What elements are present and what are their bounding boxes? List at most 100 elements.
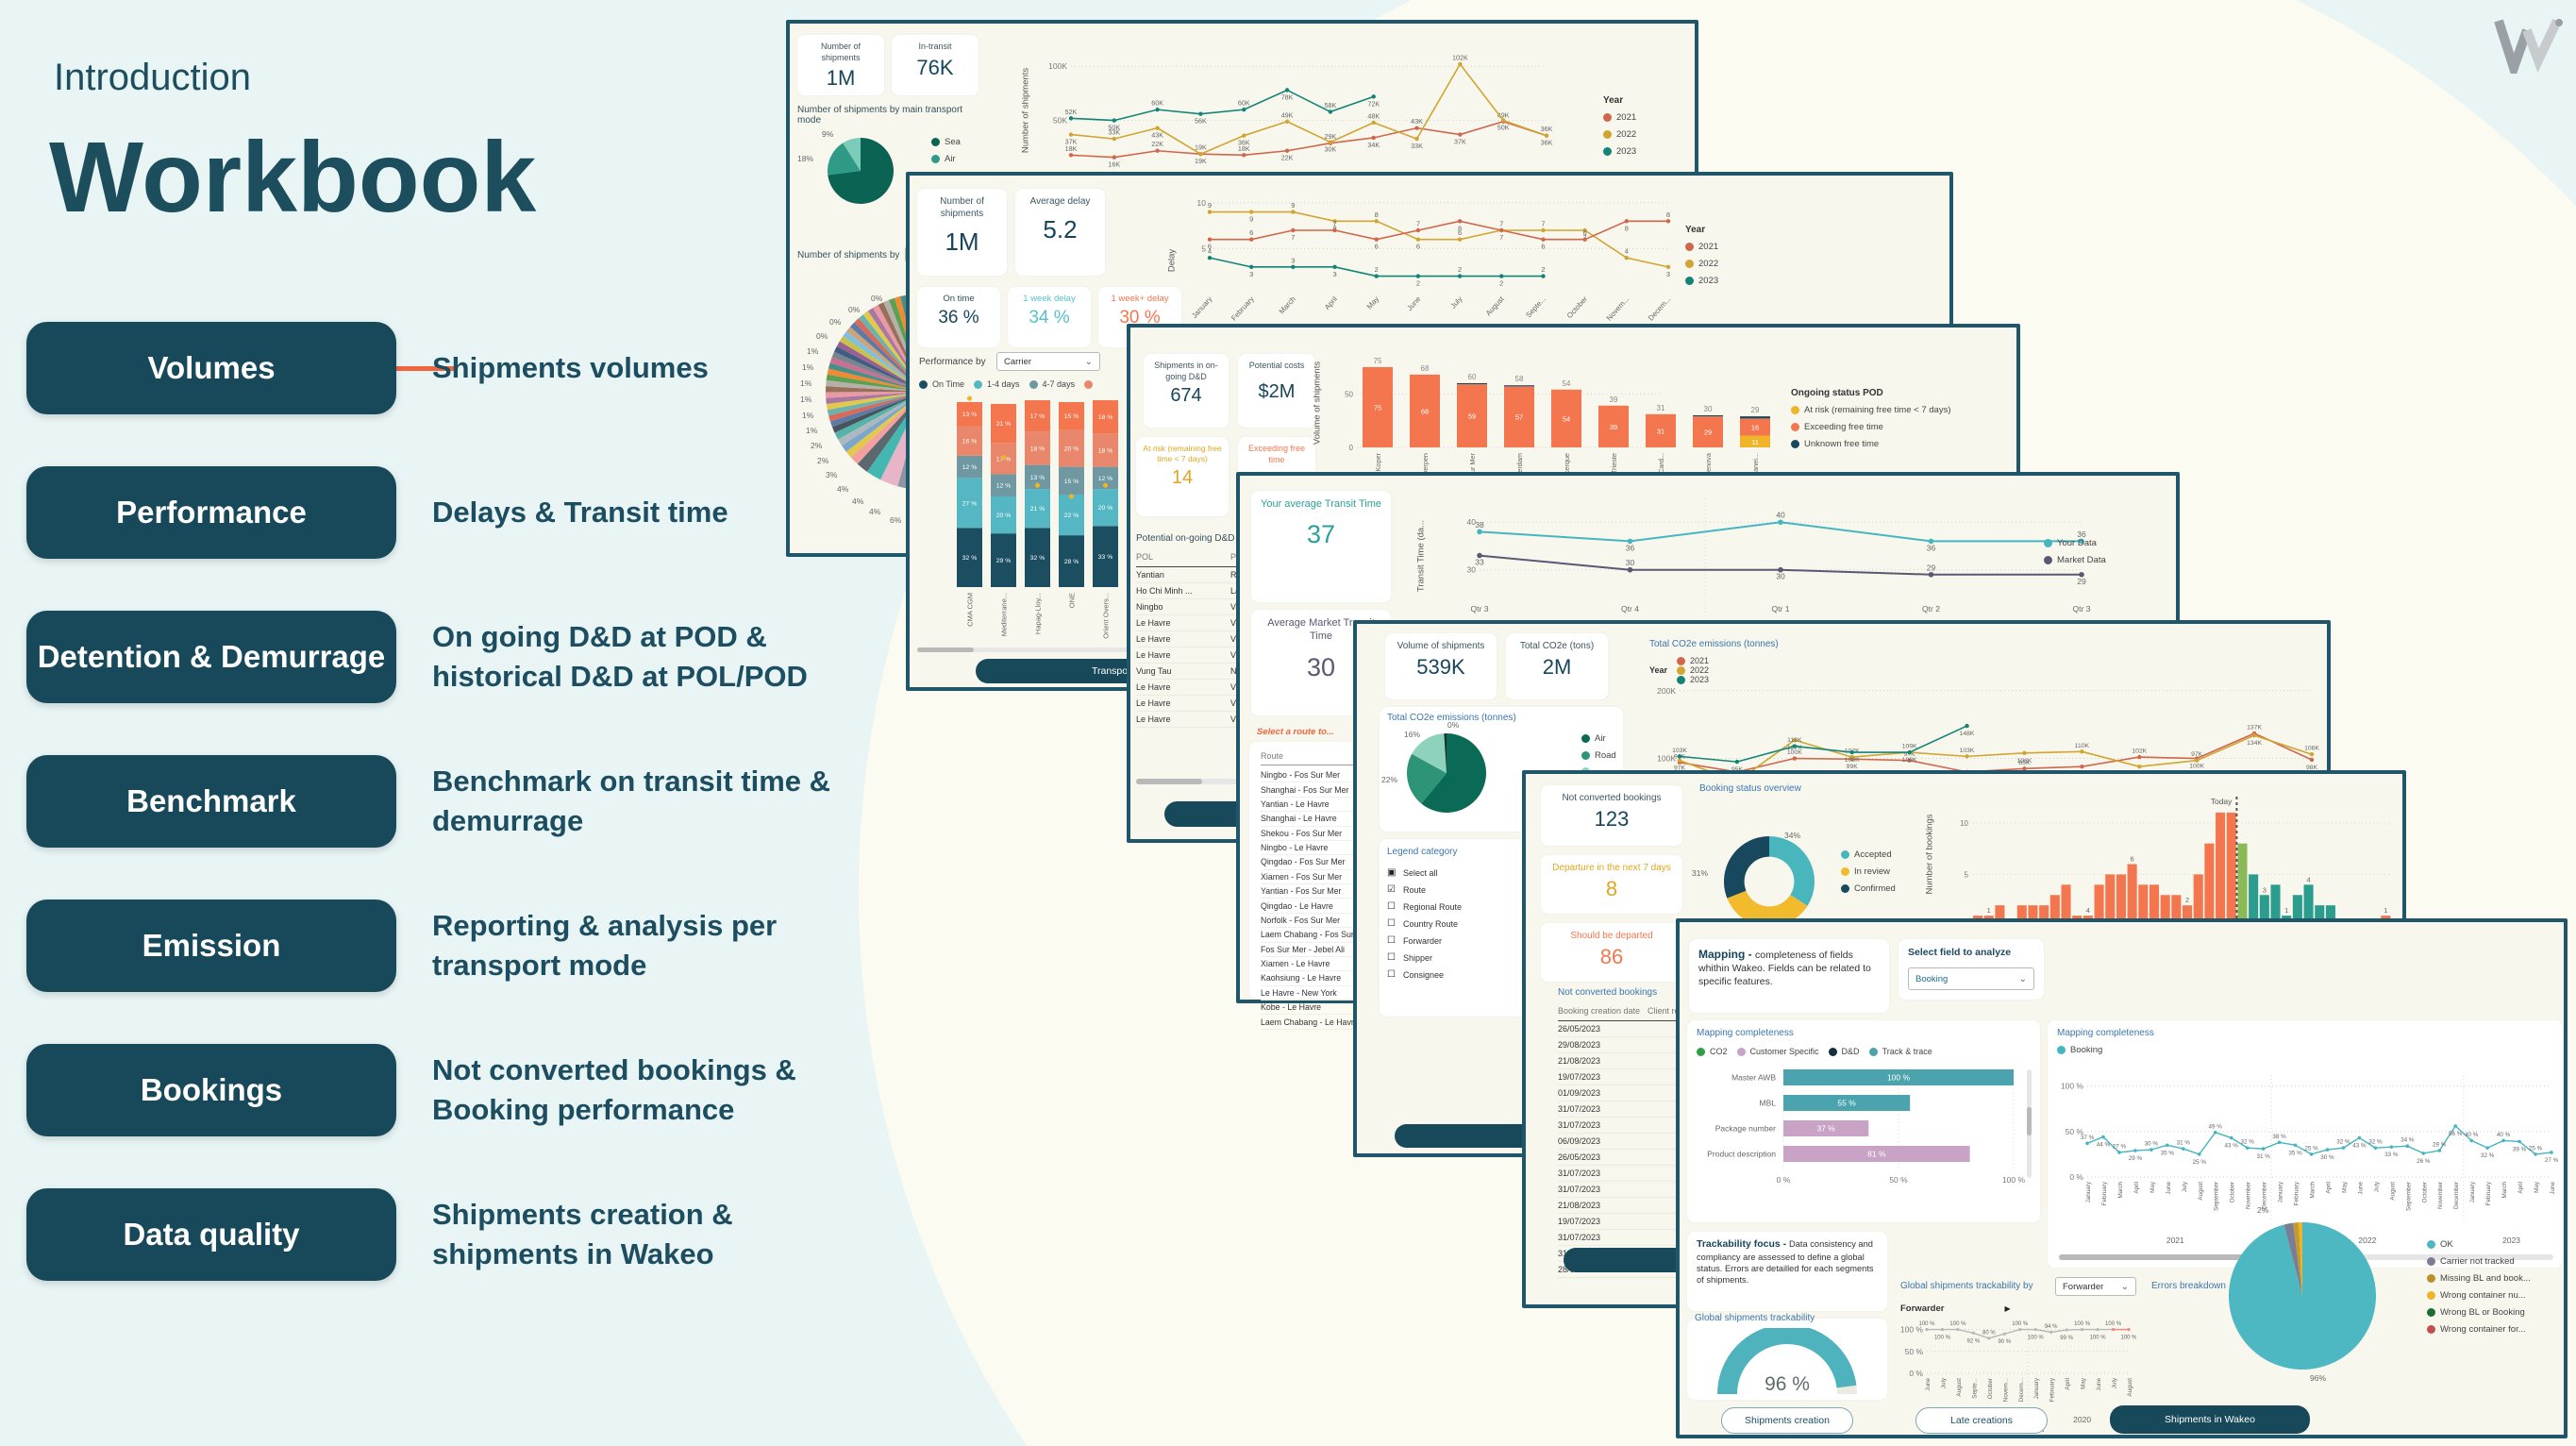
svg-text:3: 3 [2263, 885, 2267, 894]
svg-text:49 %: 49 % [2209, 1123, 2223, 1130]
svg-text:100 %: 100 % [2074, 1321, 2091, 1327]
svg-text:50K: 50K [1053, 116, 1067, 126]
svg-text:Septe...: Septe... [1971, 1378, 1978, 1399]
svg-text:32 %: 32 % [1030, 555, 1045, 562]
svg-text:0: 0 [1349, 444, 1354, 452]
performance-by-dropdown[interactable]: Carrier ⌄ [996, 352, 1100, 371]
shipments-creation-tab[interactable]: Shipments creation [1721, 1407, 1853, 1434]
svg-text:75: 75 [1374, 403, 1381, 412]
svg-text:134K: 134K [2247, 740, 2262, 747]
svg-text:6: 6 [1458, 228, 1462, 237]
v-scrollbar[interactable] [2027, 1069, 2032, 1178]
svg-text:57: 57 [1515, 413, 1523, 422]
category-checkbox-row[interactable]: ▣ Select all [1387, 867, 1438, 878]
legend-dot-icon [931, 138, 940, 146]
booking-status-title: Booking status overview [1699, 783, 1801, 794]
year-legend: Year 2021 2022 2023 [1603, 95, 1637, 157]
svg-text:22K: 22K [1281, 154, 1294, 162]
svg-text:60K: 60K [1151, 99, 1163, 108]
svg-text:May: May [2534, 1181, 2540, 1193]
svg-text:137K: 137K [2247, 724, 2262, 731]
svg-text:15 %: 15 % [1064, 479, 1079, 485]
page-title: Workbook [49, 122, 537, 233]
delay-ylabel: Delay [1166, 248, 1178, 273]
nav-button[interactable]: Emission [26, 900, 396, 992]
svg-text:100 %: 100 % [1900, 1325, 1924, 1335]
svg-text:72K: 72K [1367, 99, 1380, 108]
nav-description: On going D&D at POD & historical D&D at … [432, 620, 808, 693]
h-scrollbar[interactable] [1136, 779, 1325, 784]
legend-dot-icon [1603, 147, 1612, 156]
svg-text:2: 2 [1416, 279, 1420, 288]
svg-text:20 %: 20 % [996, 513, 1012, 519]
svg-text:100 %: 100 % [2120, 1336, 2136, 1341]
legend-dot-icon [2057, 1046, 2066, 1054]
svg-text:97K: 97K [1904, 751, 1916, 758]
nav-button[interactable]: Volumes [26, 322, 396, 414]
svg-text:March: March [2117, 1182, 2124, 1199]
svg-text:36K: 36K [1541, 125, 1553, 133]
svg-text:18K: 18K [1238, 144, 1250, 153]
year-legend: Year 2021 2022 2023 [1649, 656, 1710, 684]
svg-text:Product description: Product description [1707, 1150, 1776, 1159]
legend-dot-icon [1581, 734, 1590, 743]
transport-mode-legend: Sea Air [931, 137, 961, 171]
legend-dot-icon [1677, 675, 1686, 684]
svg-text:Qtr 1: Qtr 1 [1772, 604, 1790, 614]
table-row: 21/08/2023 [1558, 1053, 1780, 1069]
svg-text:33 %: 33 % [2384, 1152, 2399, 1158]
svg-text:32 %: 32 % [2336, 1139, 2350, 1146]
nav-button[interactable]: Bookings [26, 1044, 396, 1136]
category-checkbox-row[interactable]: ☐ Consignee [1387, 969, 1445, 980]
svg-text:27 %: 27 % [962, 500, 978, 507]
svg-text:31: 31 [1657, 404, 1665, 412]
nav-button[interactable]: Detention & Demurrage [26, 611, 396, 703]
svg-text:103K: 103K [1672, 748, 1687, 754]
svg-text:June: June [2357, 1182, 2364, 1195]
trackability-by-dropdown[interactable]: Forwarder ⌄ [2055, 1277, 2136, 1296]
svg-text:February: February [2101, 1181, 2108, 1205]
svg-text:6: 6 [1583, 228, 1587, 237]
shipments-in-wakeo-tab[interactable]: Shipments in Wakeo [2110, 1405, 2310, 1434]
svg-text:50 %: 50 % [1889, 1175, 1908, 1185]
category-checkbox-row[interactable]: ☐ Shipper [1387, 952, 1433, 963]
svg-text:33: 33 [1475, 558, 1484, 567]
svg-text:April: April [2517, 1182, 2524, 1194]
year-legend: Year 2021 2022 2023 [1685, 225, 1719, 286]
nav-button[interactable]: Benchmark [26, 755, 396, 848]
svg-text:36: 36 [1626, 543, 1635, 552]
errors-legend: OK Carrier not tracked Missing BL and book… [2427, 1239, 2531, 1341]
kpi-in-transit: In-transit 76K [892, 35, 979, 95]
nav-button[interactable]: Data quality [26, 1188, 396, 1281]
svg-text:August: August [2389, 1182, 2396, 1201]
svg-text:32 %: 32 % [2481, 1152, 2495, 1159]
table-row: 31/07/2023 [1558, 1230, 1780, 1246]
nav-description: Shipments volumes [432, 351, 709, 385]
late-creations-tab[interactable]: Late creations [1915, 1407, 2048, 1434]
svg-text:18 %: 18 % [1030, 446, 1045, 453]
gauge-value: 96 % [1765, 1373, 1810, 1395]
svg-text:January: January [2278, 1181, 2284, 1202]
pie-mode-title: Number of shipments by main transport mo… [797, 105, 963, 126]
bookings-table-title: Not converted bookings [1558, 987, 1658, 998]
category-checkbox-row[interactable]: ☐ Forwarder [1387, 935, 1443, 946]
h-scrollbar[interactable] [917, 647, 1129, 652]
category-checkbox-row[interactable]: ☐ Country Route [1387, 918, 1459, 929]
svg-text:37 %: 37 % [1816, 1124, 1835, 1134]
svg-text:Dunkerque: Dunkerque [1563, 453, 1571, 487]
svg-text:August: August [2198, 1182, 2204, 1201]
svg-text:9: 9 [1249, 215, 1253, 224]
select-field-dropdown[interactable]: Booking ⌄ [1908, 967, 2034, 990]
legend-dot-icon [931, 155, 940, 163]
nav-button[interactable]: Performance [26, 466, 396, 559]
svg-text:50 %: 50 % [1905, 1347, 1924, 1356]
legend-dot-icon [2427, 1308, 2435, 1317]
nav-description: Not converted bookings & Booking perform… [432, 1053, 796, 1126]
svg-text:April: April [2325, 1182, 2332, 1194]
svg-text:27 %: 27 % [2113, 1143, 2127, 1150]
legend-dot-icon [1685, 277, 1694, 285]
category-checkbox-row[interactable]: ☐ Regional Route [1387, 901, 1463, 912]
category-checkbox-row[interactable]: ☑ Route [1387, 884, 1427, 895]
mapping-hbar-chart: 0 % 50 % 100 % Master AWB 100 % MBL 55 % Packag… [1693, 1064, 2025, 1211]
svg-text:100 %: 100 % [2105, 1321, 2122, 1327]
